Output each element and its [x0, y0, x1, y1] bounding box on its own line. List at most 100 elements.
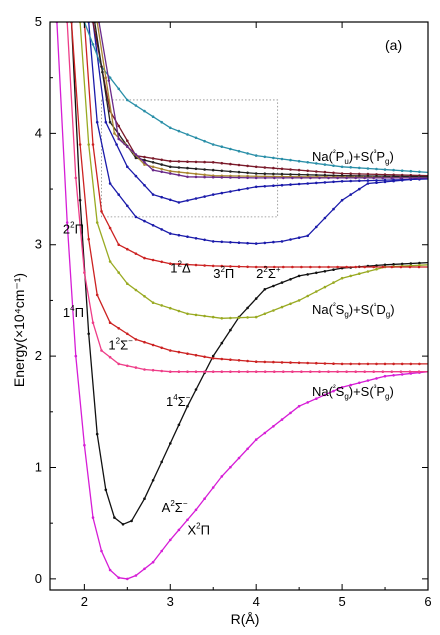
series-line: [70, 22, 428, 365]
series-line: [92, 22, 428, 204]
series-point: [306, 234, 310, 238]
series-point: [366, 379, 370, 382]
series-point: [95, 221, 99, 224]
plot-frame: [49, 21, 429, 591]
x-tick-label: 3: [167, 594, 174, 609]
series-point: [366, 182, 370, 185]
series-point: [280, 361, 284, 364]
series-point: [390, 176, 394, 180]
asym-na2sg-s3pg: Na(²Sg)+S(³Pg): [312, 383, 394, 401]
series-point: [194, 353, 198, 357]
x-tick-label: 2: [81, 594, 88, 609]
series-point: [323, 362, 327, 365]
series-layer: [55, 22, 428, 581]
series-point: [409, 262, 413, 265]
series-point: [340, 362, 344, 366]
series-point: [297, 182, 301, 186]
series-point: [220, 145, 224, 148]
series-point: [349, 172, 353, 175]
series-point: [151, 368, 155, 372]
series-point: [177, 233, 181, 237]
series-point: [336, 370, 339, 374]
series-point: [280, 418, 284, 421]
annotation-part: A: [162, 500, 171, 515]
series-point: [381, 265, 385, 269]
series-point: [177, 129, 181, 133]
series-point: [323, 285, 327, 289]
series-point: [169, 159, 172, 163]
series-point: [143, 109, 146, 113]
series-point: [375, 181, 378, 184]
state-2-2pi: 22Π: [63, 221, 84, 237]
series-point: [345, 265, 348, 269]
series-point: [366, 362, 370, 366]
series-point: [254, 185, 258, 189]
series-point: [358, 179, 361, 183]
series-point: [358, 172, 361, 176]
series-point: [160, 228, 163, 231]
series-point: [246, 171, 249, 175]
series-point: [409, 362, 413, 366]
series-point: [318, 370, 321, 374]
series-point: [78, 143, 82, 146]
series-point: [390, 265, 394, 269]
series-point: [220, 317, 224, 320]
series-point: [134, 104, 138, 107]
asymptote-part: g: [344, 310, 348, 319]
series-point: [375, 167, 378, 171]
series-point: [272, 184, 275, 187]
series-point: [87, 237, 90, 241]
series-point: [297, 236, 301, 239]
series-point: [383, 178, 387, 182]
annotation-part: 2: [178, 260, 183, 269]
series-point: [194, 388, 198, 391]
asymptote-part: S: [336, 384, 345, 399]
series-point: [383, 362, 387, 366]
series-point: [186, 518, 189, 522]
series-point: [392, 263, 395, 266]
x-tick-label: 6: [424, 594, 431, 609]
series-point: [186, 199, 189, 202]
series-6: [83, 22, 428, 269]
series-point: [280, 183, 284, 187]
series-point: [194, 237, 198, 240]
series-point: [383, 374, 387, 378]
series-point: [363, 370, 367, 374]
series-point: [91, 143, 95, 146]
series-point: [318, 176, 321, 180]
asymptote-part: g: [386, 310, 390, 319]
annotation-part: Σ: [268, 266, 276, 281]
series-point: [263, 288, 267, 291]
series-point: [220, 357, 224, 361]
series-point: [220, 169, 224, 173]
series-point: [390, 370, 394, 374]
asymptote-part: ²: [333, 301, 336, 310]
asymptote-part: ³: [374, 383, 377, 392]
series-point: [323, 173, 327, 177]
series-point: [220, 341, 224, 345]
series-point: [358, 272, 361, 276]
series-point: [273, 370, 276, 374]
series-point: [381, 176, 385, 180]
series-point: [280, 281, 284, 284]
series-point: [95, 293, 99, 297]
series-point: [408, 265, 412, 269]
series-point: [229, 370, 232, 374]
series-point: [169, 370, 172, 374]
annotation-part: 2: [70, 221, 75, 230]
series-point: [186, 370, 189, 374]
series-point: [332, 207, 335, 211]
state-3-2pi: 32Π: [213, 265, 234, 281]
series-point: [272, 309, 275, 312]
series-point: [203, 314, 206, 318]
series-point: [115, 143, 118, 146]
asymptote-part: ²: [333, 383, 336, 392]
series-point: [332, 362, 335, 366]
annotation-part: Σ: [175, 500, 183, 515]
series-point: [186, 133, 189, 136]
series-point: [375, 362, 378, 366]
series-point: [309, 176, 312, 180]
series-point: [315, 397, 318, 401]
series-point: [211, 143, 215, 146]
